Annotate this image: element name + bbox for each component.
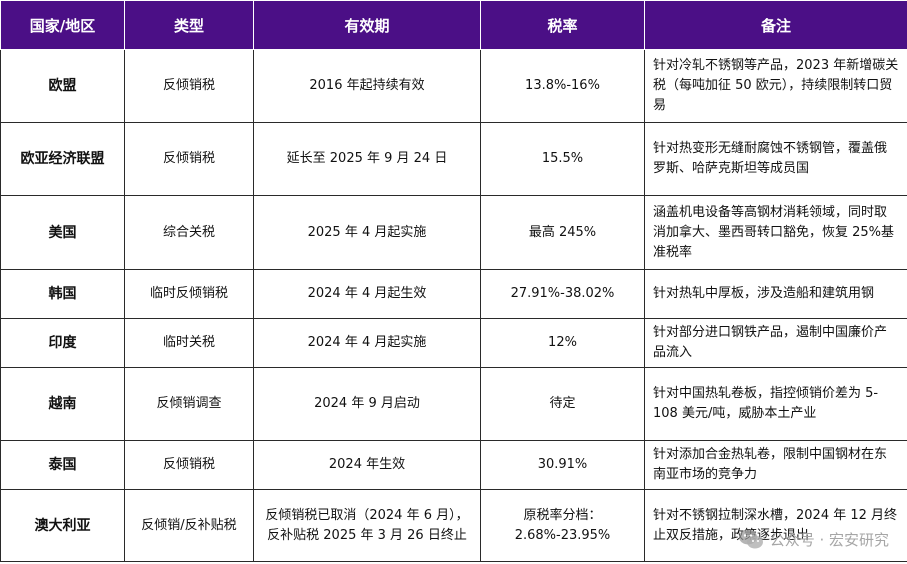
- period-cell: 2024 年 9 月启动: [253, 367, 481, 441]
- rate-cell: 12%: [480, 318, 645, 368]
- header-period: 有效期: [253, 0, 481, 50]
- note-cell: 针对热变形无缝耐腐蚀不锈钢管，覆盖俄罗斯、哈萨克斯坦等成员国: [644, 122, 907, 196]
- note-cell: 针对热轧中厚板，涉及造船和建筑用钢: [644, 269, 907, 319]
- table-row: 越南 反倾销调查 2024 年 9 月启动 待定 针对中国热轧卷板，指控倾销价差…: [0, 367, 907, 441]
- region-cell: 越南: [0, 367, 125, 441]
- period-cell: 反倾销税已取消（2024 年 6 月），反补贴税 2025 年 3 月 26 日…: [253, 489, 481, 562]
- region-cell: 澳大利亚: [0, 489, 125, 562]
- period-cell: 2024 年 4 月起生效: [253, 269, 481, 319]
- region-cell: 印度: [0, 318, 125, 368]
- table-row: 泰国 反倾销税 2024 年生效 30.91% 针对添加合金热轧卷，限制中国钢材…: [0, 440, 907, 490]
- period-cell: 2024 年 4 月起实施: [253, 318, 481, 368]
- type-cell: 临时反倾销税: [124, 269, 254, 319]
- note-cell: 针对冷轧不锈钢等产品，2023 年新增碳关税（每吨加征 50 欧元），持续限制转…: [644, 49, 907, 123]
- rate-cell: 13.8%-16%: [480, 49, 645, 123]
- rate-cell: 最高 245%: [480, 195, 645, 270]
- type-cell: 综合关税: [124, 195, 254, 270]
- note-cell: 针对部分进口钢铁产品，遏制中国廉价产品流入: [644, 318, 907, 368]
- rate-cell: 原税率分档：2.68%-23.95%: [480, 489, 645, 562]
- type-cell: 反倾销/反补贴税: [124, 489, 254, 562]
- header-type: 类型: [124, 0, 254, 50]
- note-cell: 涵盖机电设备等高钢材消耗领域，同时取消加拿大、墨西哥转口豁免，恢复 25%基准税…: [644, 195, 907, 270]
- period-cell: 2024 年生效: [253, 440, 481, 490]
- region-cell: 欧盟: [0, 49, 125, 123]
- header-region: 国家/地区: [0, 0, 125, 50]
- region-cell: 欧亚经济联盟: [0, 122, 125, 196]
- rate-cell: 15.5%: [480, 122, 645, 196]
- table-row: 欧盟 反倾销税 2016 年起持续有效 13.8%-16% 针对冷轧不锈钢等产品…: [0, 49, 907, 123]
- type-cell: 反倾销税: [124, 49, 254, 123]
- table-row: 欧亚经济联盟 反倾销税 延长至 2025 年 9 月 24 日 15.5% 针对…: [0, 122, 907, 196]
- period-cell: 2025 年 4 月起实施: [253, 195, 481, 270]
- region-cell: 泰国: [0, 440, 125, 490]
- type-cell: 反倾销税: [124, 440, 254, 490]
- rate-cell: 待定: [480, 367, 645, 441]
- table-row: 澳大利亚 反倾销/反补贴税 反倾销税已取消（2024 年 6 月），反补贴税 2…: [0, 489, 907, 562]
- period-cell: 延长至 2025 年 9 月 24 日: [253, 122, 481, 196]
- region-cell: 韩国: [0, 269, 125, 319]
- period-cell: 2016 年起持续有效: [253, 49, 481, 123]
- rate-cell: 30.91%: [480, 440, 645, 490]
- table-row: 印度 临时关税 2024 年 4 月起实施 12% 针对部分进口钢铁产品，遏制中…: [0, 318, 907, 368]
- note-cell: 针对中国热轧卷板，指控倾销价差为 5-108 美元/吨，威胁本土产业: [644, 367, 907, 441]
- table-header-row: 国家/地区 类型 有效期 税率 备注: [0, 0, 907, 50]
- type-cell: 反倾销税: [124, 122, 254, 196]
- region-cell: 美国: [0, 195, 125, 270]
- header-rate: 税率: [480, 0, 645, 50]
- note-cell: 针对不锈钢拉制深水槽，2024 年 12 月终止双反措施，政策逐步退出: [644, 489, 907, 562]
- header-note: 备注: [644, 0, 907, 50]
- type-cell: 反倾销调查: [124, 367, 254, 441]
- rate-cell: 27.91%-38.02%: [480, 269, 645, 319]
- note-cell: 针对添加合金热轧卷，限制中国钢材在东南亚市场的竞争力: [644, 440, 907, 490]
- table-row: 美国 综合关税 2025 年 4 月起实施 最高 245% 涵盖机电设备等高钢材…: [0, 195, 907, 270]
- type-cell: 临时关税: [124, 318, 254, 368]
- table-row: 韩国 临时反倾销税 2024 年 4 月起生效 27.91%-38.02% 针对…: [0, 269, 907, 319]
